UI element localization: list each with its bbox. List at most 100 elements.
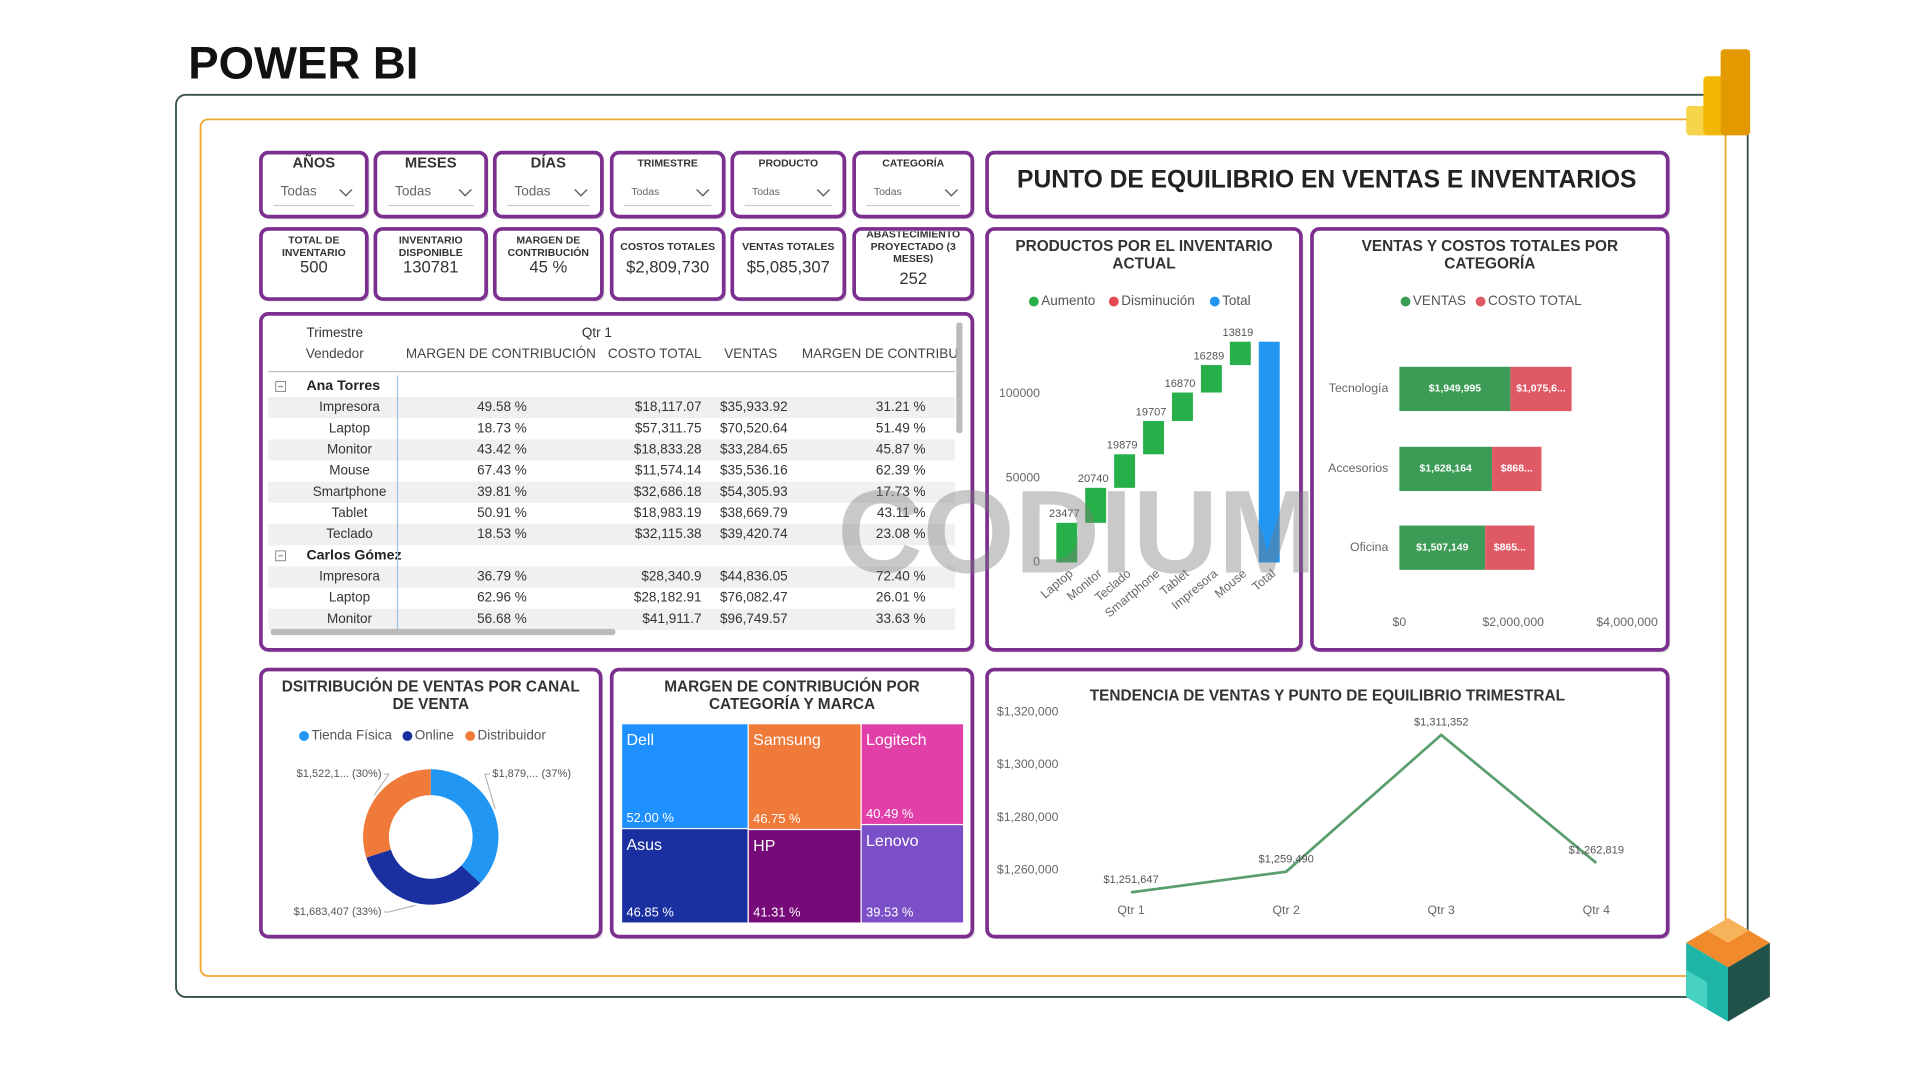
legend-marker (1475, 296, 1486, 307)
slicer-chevron (458, 189, 472, 197)
panel (373, 150, 488, 219)
row-stripe (268, 397, 956, 419)
kpi-value: $5,085,307 (747, 258, 830, 277)
chart-title-box: PRODUCTOS POR EL INVENTARIO ACTUAL (1015, 237, 1273, 272)
data-label: 20740 (1078, 473, 1109, 485)
y-tick-label: 100000 (999, 386, 1040, 400)
x-tick-label: Qtr 3 (1428, 903, 1455, 917)
table-cell: Teclado (326, 526, 373, 541)
table-cell: $39,420.74 (720, 526, 788, 541)
tile-label: Samsung (753, 732, 821, 749)
panel (852, 227, 975, 301)
legend-label: Aumento (1041, 293, 1095, 308)
panel (1310, 227, 1670, 652)
table: Trimestre Qtr 1 Vendedor MARGEN DE CONTRIBU… (268, 325, 958, 631)
increase-bar (1114, 454, 1136, 488)
logo-bar (1720, 49, 1751, 136)
chart-title-box: MARGEN DE CONTRIBUCIÓN POR CATEGORÍA Y M… (664, 678, 920, 713)
data-label: 13819 (1222, 327, 1253, 339)
legend-marker (1108, 296, 1119, 307)
table-cell: Impresora (319, 399, 380, 414)
data-label: $1,075,6... (1516, 384, 1565, 395)
x-tick-label: $4,000,000 (1596, 615, 1658, 629)
table-column-header: MARGEN DE CONTRIBUCIÓN (406, 346, 596, 361)
table-cell: 62.96 % (477, 590, 527, 605)
kpi-label-box: COSTOS TOTALES (620, 240, 716, 253)
kpi-label: VENTAS TOTALES (742, 240, 835, 253)
chart-title: PRODUCTOS POR EL INVENTARIO ACTUAL (1015, 237, 1273, 272)
panel (852, 150, 975, 219)
tile-label: Lenovo (866, 833, 919, 850)
table-cell: $18,833.28 (634, 442, 702, 457)
y-tick-label: Tecnología (1329, 381, 1389, 395)
bar-segment (1399, 446, 1493, 492)
table-cell: Monitor (327, 442, 373, 457)
table-cell: 18.53 % (477, 526, 527, 541)
table-cell: 43.42 % (477, 442, 527, 457)
kpi-value: $2,809,730 (626, 258, 709, 277)
leader-line (384, 904, 416, 913)
row-stripe (268, 481, 956, 503)
table-column-header: COSTO TOTAL (608, 346, 702, 361)
dashboard-title: PUNTO DE EQUILIBRIO EN VENTAS E INVENTAR… (1017, 166, 1636, 193)
data-label: 16870 (1165, 378, 1196, 390)
table-cell: $32,115.38 (635, 526, 702, 541)
donut-slice (366, 849, 481, 905)
table-cell: $32,686.18 (634, 484, 702, 499)
legend-marker (402, 731, 413, 741)
table-cell: Mouse (329, 463, 370, 478)
chart-title: TENDENCIA DE VENTAS Y PUNTO DE EQUILIBRI… (1089, 686, 1566, 704)
table-header: Trimestre (306, 325, 363, 340)
data-label: 46.85 % (626, 905, 674, 920)
slicer-label: TRIMESTRE (637, 158, 697, 169)
kpi-label: COSTOS TOTALES (620, 240, 716, 253)
table-cell: $44,836.05 (720, 569, 788, 584)
scrollbar-h (270, 628, 616, 636)
data-label: 19707 (1136, 406, 1167, 418)
table-column-header: MARGEN DE CONTRIBU (802, 346, 958, 361)
panel (609, 227, 726, 301)
x-tick-label: Qtr 4 (1583, 903, 1610, 917)
panel (730, 227, 847, 301)
legend-label: COSTO TOTAL (1488, 293, 1582, 308)
bar-segment (1485, 525, 1535, 570)
power-bi-logo (1686, 49, 1751, 136)
table-cell: Impresora (319, 569, 380, 584)
legend-marker (1028, 296, 1039, 307)
slicer-value: Todas (395, 184, 431, 199)
table-cell: 36.79 % (477, 569, 527, 584)
table-cell: Smartphone (313, 484, 387, 499)
table-cell: Tablet (331, 505, 367, 520)
legend-label: Distribuidor (478, 728, 547, 743)
tile-label: Dell (626, 732, 654, 749)
y-tick-label: $1,320,000 (997, 704, 1059, 718)
cube-logo (1686, 918, 1770, 1022)
data-label: 52.00 % (626, 810, 674, 825)
increase-bar (1229, 341, 1251, 366)
data-label: $1,507,149 (1416, 542, 1469, 553)
y-tick-label: $1,300,000 (997, 757, 1059, 771)
kpi-label-box: TOTAL DE INVENTARIO (282, 234, 346, 258)
data-label: $1,259,490 (1258, 853, 1313, 865)
legend-marker (465, 731, 476, 741)
slicer-chevron (696, 189, 710, 197)
panel (259, 667, 603, 939)
treemap-tile (620, 827, 749, 924)
group-toggle (275, 381, 287, 392)
slicer-label: MESES (405, 156, 457, 172)
table-cell: 17.73 % (876, 484, 926, 499)
table-cell: 72.40 % (876, 569, 926, 584)
table-cell: 62.39 % (876, 463, 926, 478)
kpi-label-box: VENTAS TOTALES (742, 240, 835, 253)
scrollbar-v (956, 322, 963, 434)
data-label: 16289 (1194, 350, 1225, 362)
data-label: 41.31 % (753, 905, 801, 920)
watermark: CODIUM (837, 467, 1316, 599)
chart-title-box: VENTAS Y COSTOS TOTALES POR CATEGORÍA (1362, 237, 1618, 272)
slicer-value: Todas (514, 184, 550, 199)
bar-segment (1510, 366, 1572, 412)
increase-bar (1143, 421, 1164, 455)
panel (985, 667, 1670, 939)
table-cell: $57,311.75 (635, 420, 702, 435)
slicer-chevron (574, 189, 588, 197)
